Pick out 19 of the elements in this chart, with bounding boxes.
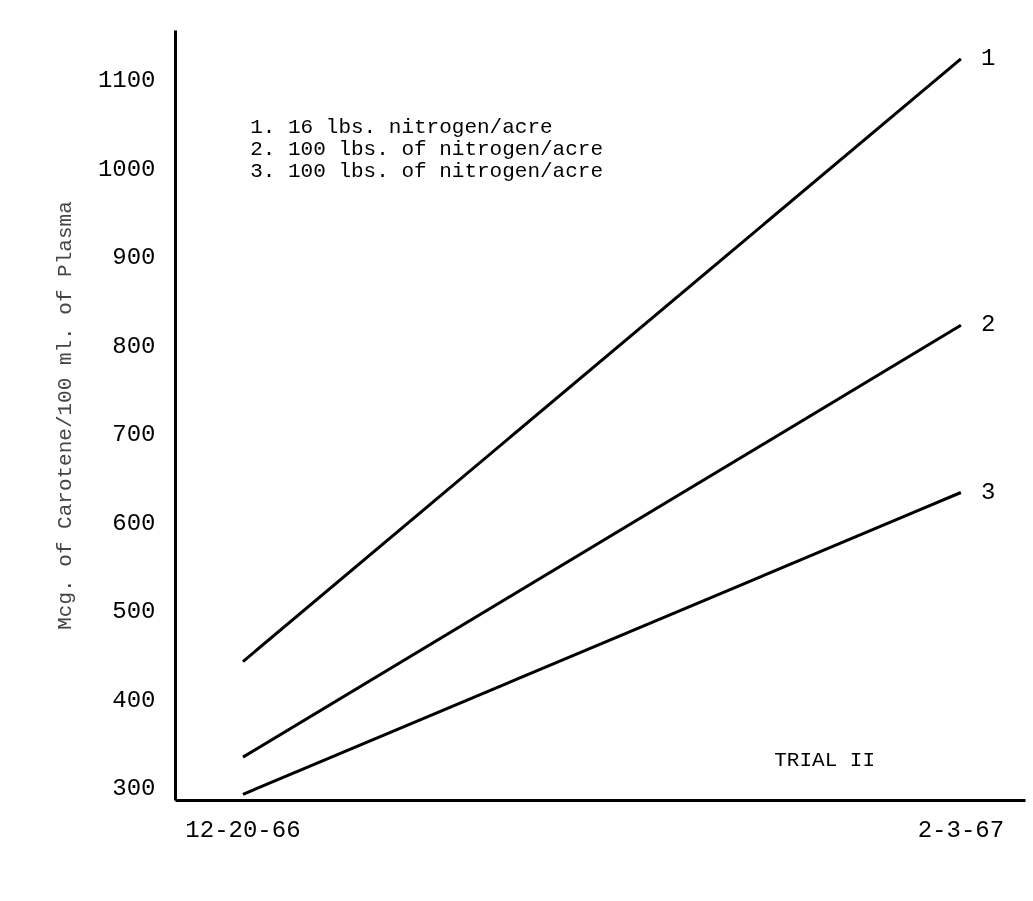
y-tick-label: 300 [112,775,156,803]
annotation: 2. 100 lbs. of nitrogen/acre [250,138,604,162]
y-axis-title: Mcg. of Carotene/100 ml. of Plasma [53,201,77,630]
y-tick-label: 700 [112,421,156,449]
y-tick-label: 1000 [97,155,156,183]
y-tick-label: 1100 [97,67,156,95]
annotation: 3. 100 lbs. of nitrogen/acre [250,160,604,184]
series-label: 3 [980,478,996,506]
x-tick-label: 12-20-66 [185,816,301,844]
annotation: TRIAL II [774,749,876,773]
y-tick-label: 600 [112,509,156,537]
series-label: 1 [980,44,996,72]
y-tick-label: 500 [112,598,156,626]
y-tick-label: 400 [112,686,156,714]
annotation: 1. 16 lbs. nitrogen/acre [250,116,553,140]
x-tick-label: 2-3-67 [917,816,1005,844]
y-tick-label: 900 [112,244,156,272]
series-label: 2 [980,311,996,339]
y-tick-label: 800 [112,332,156,360]
